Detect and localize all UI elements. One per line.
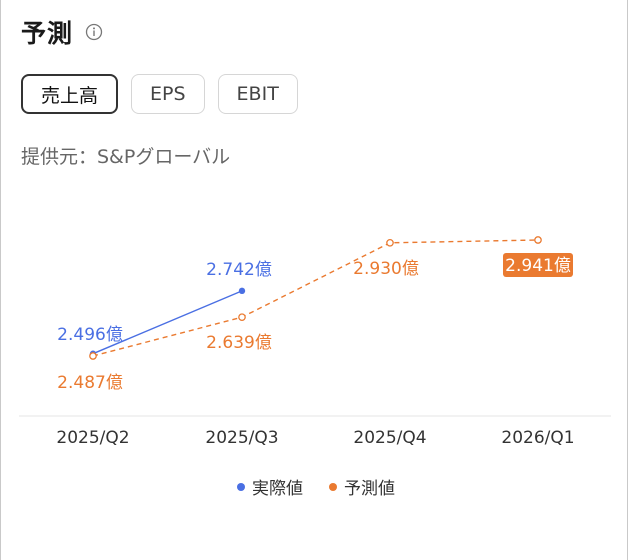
x-tick-label: 2025/Q2 <box>56 428 129 448</box>
tab-eps[interactable]: EPS <box>131 74 205 114</box>
data-point-forecast <box>238 313 246 322</box>
metric-tabs: 売上高 EPS EBIT <box>21 74 298 114</box>
data-label-actual: 2.496億 <box>57 325 123 345</box>
data-point-forecast <box>386 238 394 247</box>
legend-dot-forecast <box>329 482 337 491</box>
data-point-actual <box>238 287 246 295</box>
data-source-label: 提供元：S&Pグローバル <box>21 146 231 168</box>
legend-dot-actual <box>237 482 245 491</box>
x-tick-label: 2026/Q1 <box>501 428 574 448</box>
page-title: 予測 <box>21 19 74 48</box>
legend-label-actual: 実際値 <box>252 479 303 499</box>
data-point-forecast <box>89 352 97 360</box>
x-tick-label: 2025/Q4 <box>353 428 426 448</box>
title-row: 予測 <box>21 14 103 50</box>
data-label-highlight-bg <box>503 253 573 277</box>
data-label-forecast: 2.941億 <box>505 256 571 276</box>
tab-ebit[interactable]: EBIT <box>217 74 298 114</box>
legend-label-forecast: 予測値 <box>344 479 395 499</box>
forecast-line-chart: 2025/Q2 2025/Q3 2025/Q4 2026/Q1 2.496億 2.742億… <box>19 236 611 448</box>
data-label-actual: 2.742億 <box>206 260 272 280</box>
x-tick-label: 2025/Q3 <box>205 428 278 448</box>
chart-legend: 実際値 予測値 <box>1 474 630 499</box>
legend-item-forecast[interactable]: 予測値 <box>329 474 395 499</box>
series-line-forecast <box>92 239 539 357</box>
info-icon[interactable] <box>85 23 103 41</box>
data-label-forecast: 2.930億 <box>353 259 419 279</box>
data-point-forecast <box>534 236 542 244</box>
tab-revenue[interactable]: 売上高 <box>21 74 119 114</box>
series-line-actual <box>92 290 243 355</box>
data-label-forecast: 2.639億 <box>206 333 272 353</box>
data-label-forecast: 2.487億 <box>57 373 123 393</box>
legend-item-actual[interactable]: 実際値 <box>237 474 303 499</box>
